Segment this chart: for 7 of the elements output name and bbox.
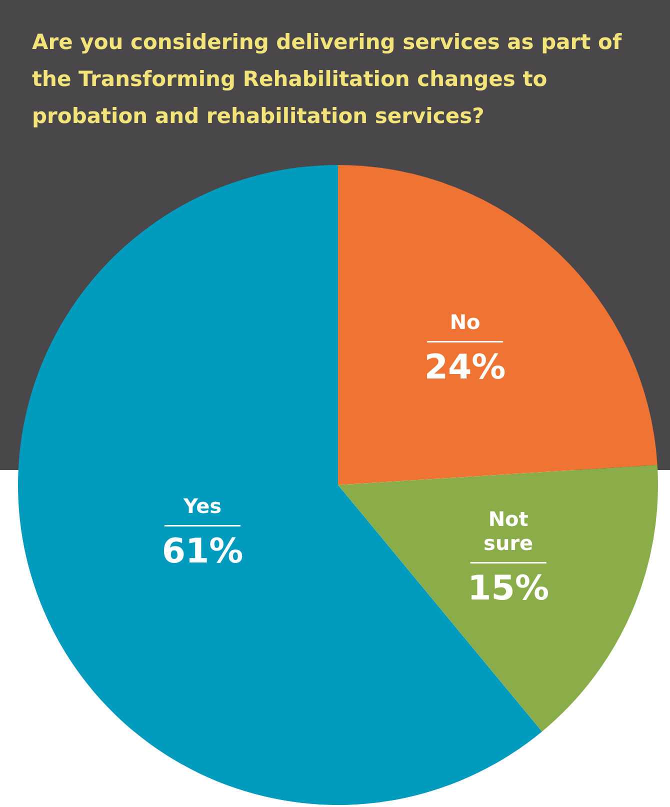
chart-title: Are you considering delivering services as part of the Transforming Rehabilitation changes to probation and rehabilitation services? <box>32 29 623 130</box>
data-label: 61% <box>162 532 244 572</box>
slice-label: Yes <box>182 494 222 518</box>
slice-label: Not sure <box>484 506 534 555</box>
slice-label: No <box>450 310 480 334</box>
data-label: 15% <box>468 568 550 609</box>
data-label: 24% <box>424 348 506 388</box>
